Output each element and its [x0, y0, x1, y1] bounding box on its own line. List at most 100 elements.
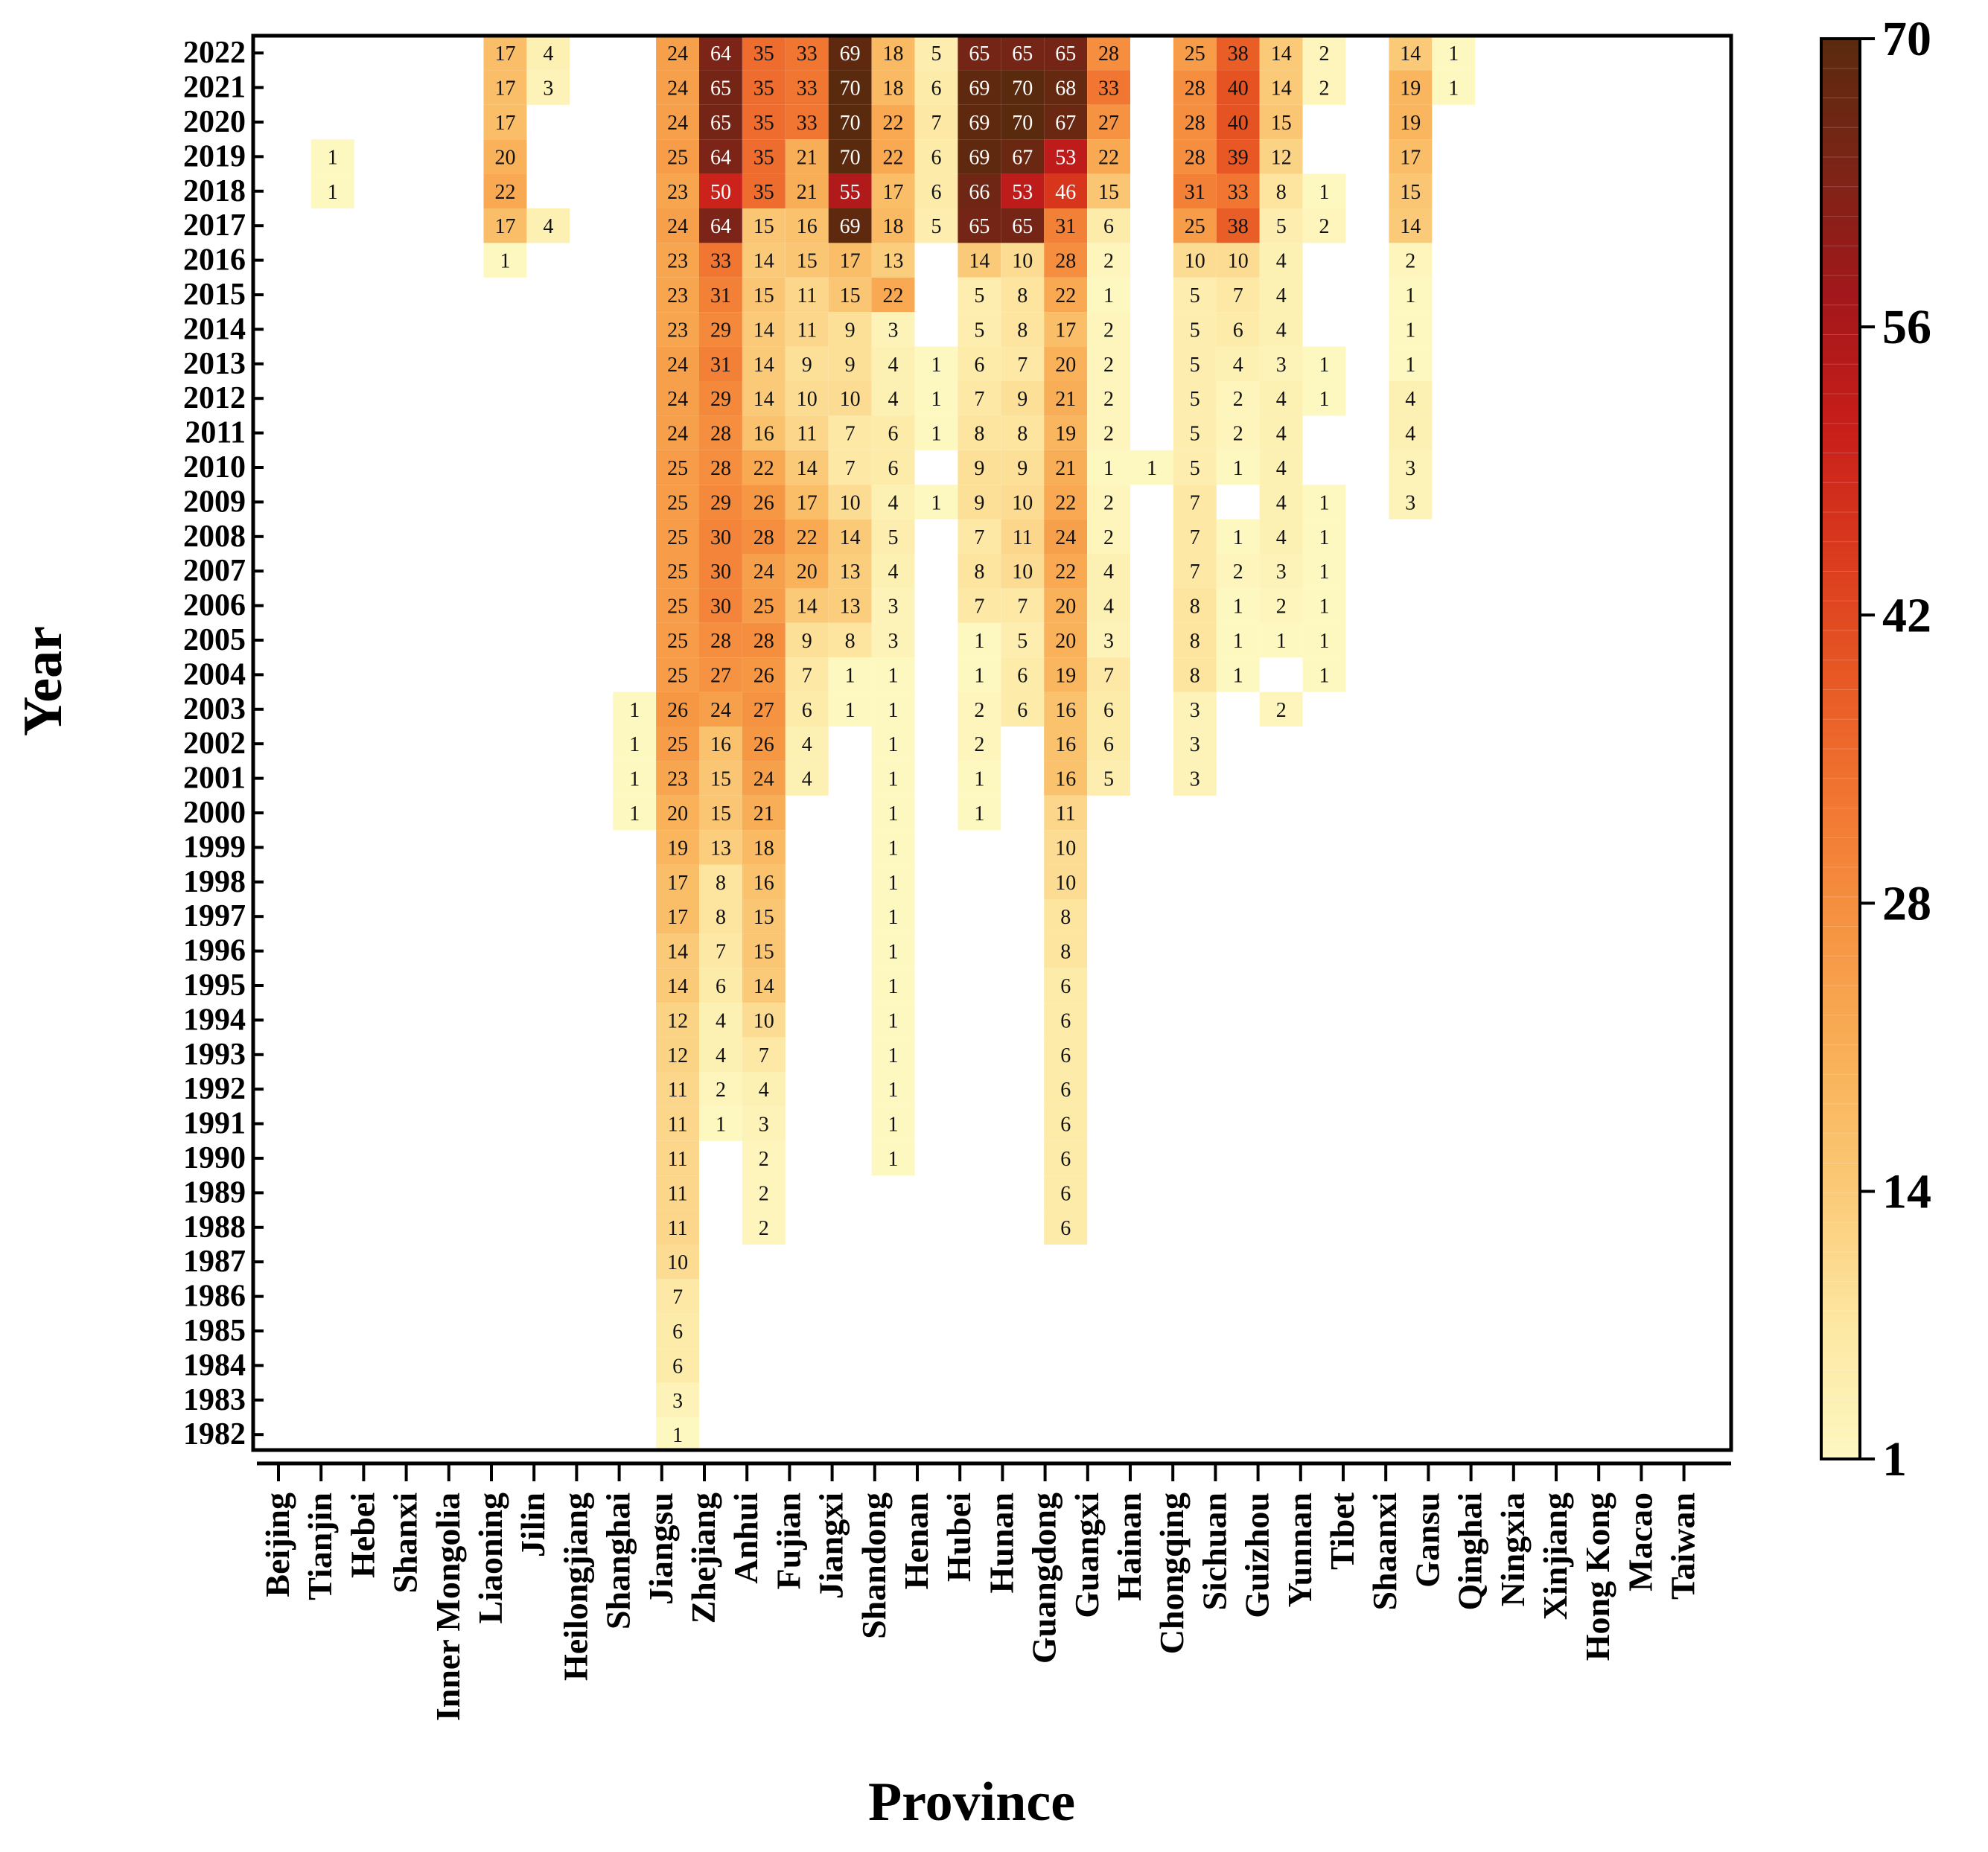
cell-shaanxi-2009 [1389, 485, 1433, 520]
y-tick-label-2014: 2014 [183, 312, 246, 346]
cell-hubei-2019 [958, 139, 1001, 174]
cell-jiangxi-2011 [828, 415, 872, 450]
cell-jiangsu-2009 [656, 485, 699, 520]
cell-fujian-2012 [785, 381, 829, 416]
cell-hubei-2011 [958, 415, 1001, 450]
y-tick-label-2020: 2020 [183, 105, 246, 139]
cell-shandong-2011 [871, 415, 915, 450]
cell-jiangxi-2008 [828, 519, 872, 554]
cell-value-fujian-2021: 33 [797, 77, 818, 100]
cell-chongqing-2007 [1173, 554, 1217, 589]
cell-anhui-2007 [742, 554, 786, 589]
cell-hunan-2003 [1001, 692, 1045, 727]
cell-jiangsu-2013 [656, 346, 699, 381]
cell-anhui-2008 [742, 519, 786, 554]
cell-value-jiangsu-1987: 10 [667, 1251, 688, 1274]
cell-hunan-2012 [1001, 381, 1045, 416]
y-tick-label-1989: 1989 [183, 1175, 246, 1210]
cell-zhejiang-2021 [699, 70, 742, 105]
cell-anhui-2021 [742, 70, 786, 105]
cell-shandong-2022 [871, 36, 915, 71]
cell-shaanxi-2019 [1389, 139, 1433, 174]
cell-jiangsu-2014 [656, 312, 699, 347]
x-tick-label-inner-mongolia: Inner Mongolia [429, 1492, 467, 1721]
y-tick-label-2007: 2007 [183, 554, 246, 588]
cell-shandong-1991 [871, 1106, 915, 1141]
cell-value-anhui-2019: 35 [754, 146, 774, 169]
cell-sichuan-2007 [1216, 554, 1260, 589]
y-tick-label-2016: 2016 [183, 243, 246, 278]
y-tick-label-1986: 1986 [183, 1280, 246, 1314]
cell-value-guangdong-1992: 6 [1060, 1079, 1071, 1102]
cell-value-chongqing-2009: 7 [1190, 491, 1200, 514]
cell-anhui-2019 [742, 139, 786, 174]
cell-zhejiang-1999 [699, 830, 742, 865]
cell-shandong-2004 [871, 657, 915, 692]
cell-hunan-2006 [1001, 588, 1045, 623]
cell-value-zhejiang-2016: 33 [710, 250, 731, 273]
cell-tianjin-2018 [310, 173, 354, 208]
cell-hubei-2022 [958, 36, 1001, 71]
cell-value-hubei-2019: 69 [969, 146, 990, 169]
cell-guizhou-2015 [1259, 277, 1303, 313]
cell-shandong-2006 [871, 588, 915, 623]
cell-value-shandong-2015: 22 [883, 284, 904, 307]
cell-hunan-2022 [1001, 36, 1045, 71]
y-axis-ticks: 2022202120202019201820172016201520142013… [183, 36, 264, 1452]
cell-anhui-1996 [742, 933, 786, 968]
cell-value-guangdong-2011: 19 [1055, 423, 1076, 446]
cell-value-jiangxi-2015: 15 [840, 284, 861, 307]
cell-hunan-2016 [1001, 243, 1045, 278]
cell-anhui-1994 [742, 1003, 786, 1038]
cell-chongqing-2020 [1173, 104, 1217, 140]
cell-jiangxi-2020 [828, 104, 872, 140]
cell-zhejiang-2008 [699, 519, 742, 554]
cell-value-jiangsu-2008: 25 [667, 526, 688, 549]
cell-value-hubei-2006: 7 [974, 595, 984, 619]
cell-guangxi-2005 [1087, 622, 1130, 658]
cell-shandong-1998 [871, 864, 915, 899]
cell-guangdong-2005 [1044, 622, 1088, 658]
cell-zhejiang-1992 [699, 1072, 742, 1107]
cell-value-anhui-2005: 28 [754, 630, 774, 653]
cell-value-liaoning-2017: 17 [495, 215, 516, 238]
y-tick-label-1984: 1984 [183, 1348, 246, 1382]
cell-guangdong-2006 [1044, 588, 1088, 623]
cell-jilin-2017 [526, 208, 570, 243]
cell-jiangxi-2018 [828, 173, 872, 208]
cell-value-guangdong-2015: 22 [1055, 284, 1076, 307]
cell-value-jiangxi-2009: 10 [840, 491, 861, 514]
x-tick-label-chongqing: Chongqing [1153, 1492, 1191, 1654]
cell-yunnan-2021 [1302, 70, 1346, 105]
cell-shaanxi-2022 [1389, 36, 1433, 71]
cell-guizhou-2006 [1259, 588, 1303, 623]
cell-guizhou-2016 [1259, 243, 1303, 278]
cell-value-guangdong-2021: 68 [1055, 77, 1076, 100]
cell-value-zhejiang-1997: 8 [716, 906, 726, 929]
cell-jiangsu-2011 [656, 415, 699, 450]
cell-jiangsu-2000 [656, 795, 699, 831]
cell-fujian-2007 [785, 554, 829, 589]
cell-sichuan-2014 [1216, 312, 1260, 347]
y-tick-label-1985: 1985 [183, 1314, 246, 1348]
cell-value-jiangxi-2016: 17 [840, 250, 861, 273]
cell-hunan-2015 [1001, 277, 1045, 313]
cell-value-chongqing-2004: 8 [1190, 664, 1200, 687]
cell-value-zhejiang-2012: 29 [710, 388, 731, 411]
cell-value-zhejiang-2013: 31 [710, 354, 731, 377]
cell-guizhou-2011 [1259, 415, 1303, 450]
y-tick-label-2006: 2006 [183, 589, 246, 623]
cell-value-jiangxi-2018: 55 [840, 181, 861, 204]
x-tick-label-macao: Macao [1621, 1492, 1659, 1591]
x-tick-label-hebei: Hebei [343, 1492, 381, 1578]
cell-jiangxi-2017 [828, 208, 872, 243]
cell-value-anhui-2010: 22 [754, 457, 774, 480]
cell-value-shaanxi-2015: 1 [1405, 284, 1415, 307]
cell-value-guizhou-2005: 1 [1276, 630, 1287, 653]
cell-value-fujian-2019: 21 [797, 146, 818, 169]
cell-jiangsu-1995 [656, 968, 699, 1003]
cell-value-guangdong-1991: 6 [1060, 1114, 1071, 1137]
cell-hunan-2021 [1001, 70, 1045, 105]
cell-value-yunnan-2013: 1 [1319, 354, 1330, 377]
cell-jiangsu-1999 [656, 830, 699, 865]
